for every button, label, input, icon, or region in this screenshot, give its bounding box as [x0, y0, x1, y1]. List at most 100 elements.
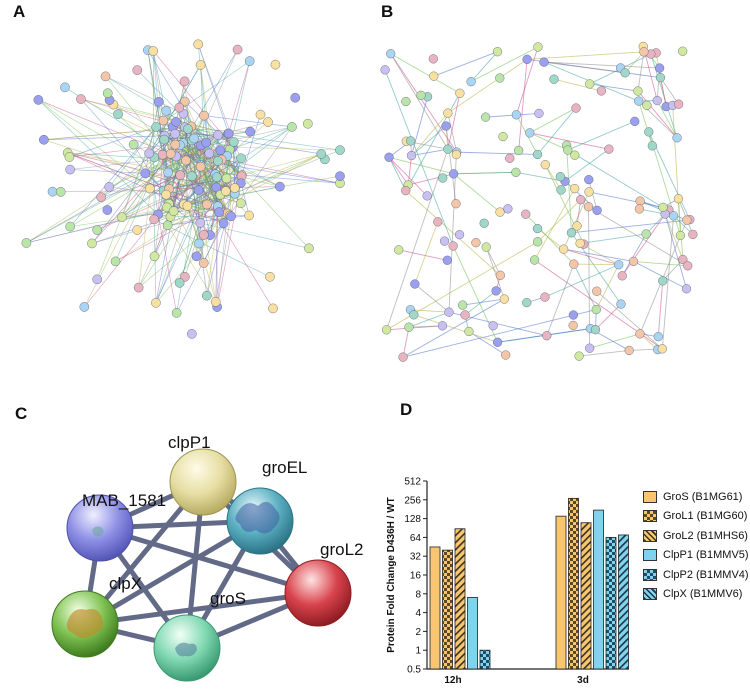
network-b-edge: [408, 311, 450, 328]
network-a-edge: [153, 219, 271, 278]
network-b-node: [620, 68, 630, 78]
network-a-edge: [217, 153, 322, 209]
network-b-node: [479, 218, 489, 228]
network-b-node: [409, 310, 419, 320]
panel-label-b: B: [381, 2, 394, 21]
network-a-edge: [203, 115, 292, 128]
legend-item: GroS (B1MG61): [643, 487, 749, 507]
protein-structure-mab-icon: [92, 526, 104, 537]
network-b-edge: [453, 171, 516, 175]
network-b-edge: [621, 233, 647, 277]
legend-item: ClpX (B1MMV6): [643, 585, 749, 605]
network-a-edge: [176, 223, 224, 314]
network-b-edge: [633, 260, 688, 267]
network-b-edge: [579, 349, 630, 357]
network-b-node: [568, 310, 579, 320]
network-b-node: [381, 325, 392, 335]
legend-swatch: [643, 510, 657, 523]
network-b-edge: [529, 132, 609, 150]
network-a-edge: [169, 153, 185, 205]
network-a-edge: [221, 159, 341, 184]
network-b-edge: [447, 58, 528, 114]
network-b-node: [428, 54, 438, 64]
network-a-node: [263, 117, 273, 127]
network-b-edge: [638, 100, 653, 146]
network-a-edge: [184, 127, 211, 236]
network-a-edge: [241, 114, 261, 176]
bar-grol1-12h: [442, 549, 453, 670]
network-b-node: [570, 183, 580, 194]
network-b-node: [592, 205, 602, 215]
network-a-node: [149, 214, 159, 225]
bar-gros-3d: [555, 515, 567, 670]
network-a-edge: [121, 193, 235, 218]
network-b-edge: [589, 83, 639, 92]
network-a-edge: [183, 113, 310, 249]
bar-clpp2-12h: [479, 649, 491, 670]
network-b-node: [533, 42, 543, 52]
network-b-node: [556, 185, 566, 195]
network-b-node: [624, 345, 634, 356]
network-a-node: [96, 192, 106, 202]
network-a-node: [255, 109, 266, 120]
network-b-node: [585, 79, 595, 89]
network-a: [21, 39, 345, 339]
network-b-edge: [413, 314, 498, 343]
legend-item: ClpP1 (B1MMV5): [643, 546, 749, 566]
network-b-edge: [580, 233, 647, 244]
network-c: clpP1 MAB_1581 groEL groL2 groS clpX: [51, 433, 363, 682]
network-a-node: [218, 218, 229, 229]
legend-label: GroL2 (B1MHS6): [663, 529, 748, 542]
network-a-node: [102, 88, 113, 98]
panel-label-d: D: [400, 400, 413, 419]
network-a-node: [145, 183, 155, 194]
network-b-node: [394, 245, 404, 255]
network-a-node: [187, 171, 197, 182]
network-b-node: [617, 271, 627, 281]
network-a-node: [76, 94, 86, 104]
bar-clpp2-3d: [605, 537, 617, 670]
network-b-edge: [546, 263, 575, 336]
node-label-grol2: groL2: [320, 540, 363, 559]
bar-clpx-3d: [618, 534, 629, 670]
legend-swatch: [643, 588, 657, 601]
network-b-edge: [518, 59, 528, 151]
network-b-node: [532, 149, 543, 160]
network-b-edge: [464, 290, 497, 316]
network-b-node: [386, 49, 396, 59]
network-a-node: [65, 164, 75, 175]
network-b-node: [448, 241, 458, 251]
network-a-node: [158, 115, 169, 126]
network-a-edge: [200, 222, 310, 249]
network-b-node: [672, 133, 682, 143]
network-a-node: [275, 181, 285, 192]
network-b-edge: [664, 213, 687, 289]
network-a-node: [189, 133, 199, 144]
network-a-node: [244, 56, 255, 66]
network-b-node: [681, 284, 692, 294]
network-a-edge: [26, 193, 235, 244]
network-a-node: [165, 148, 176, 159]
network-b-edge: [637, 90, 678, 139]
network-a-node: [179, 76, 190, 87]
network-a-node: [65, 221, 75, 232]
network-b-edge: [544, 164, 585, 245]
network-a-node: [128, 139, 139, 150]
network-b-node: [678, 254, 688, 265]
bar-grol2-12h: [454, 528, 466, 670]
network-a-node: [47, 186, 58, 197]
network-b-node: [458, 300, 468, 310]
network-b-edge: [573, 263, 597, 310]
network-b-node: [438, 173, 448, 183]
network-b-edge: [402, 327, 410, 358]
network-a-edge: [121, 174, 181, 218]
network-b-node: [540, 292, 550, 302]
network-b-node: [658, 202, 668, 212]
network-b-node: [628, 256, 639, 266]
network-a-node: [148, 46, 159, 56]
network-b-node: [563, 145, 573, 155]
network-b-edge: [398, 249, 448, 261]
network-b-node: [540, 160, 550, 170]
network-b-node: [591, 304, 601, 315]
network-b-edge: [414, 221, 439, 285]
